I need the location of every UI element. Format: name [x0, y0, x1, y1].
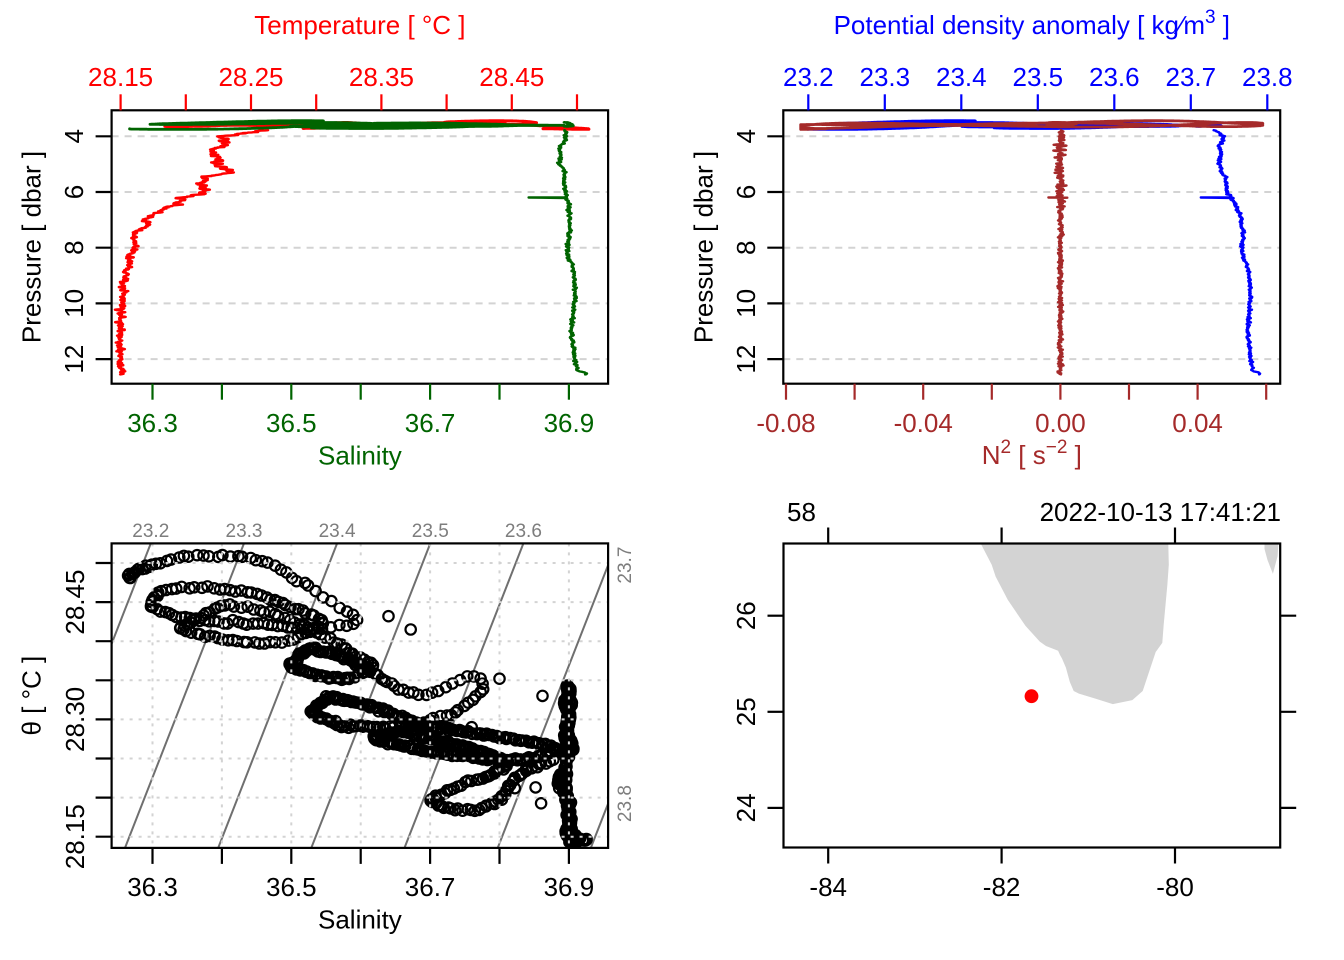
svg-text:36.5: 36.5 — [266, 408, 317, 438]
svg-text:-0.08: -0.08 — [756, 408, 815, 438]
svg-text:23.4: 23.4 — [319, 521, 356, 542]
svg-text:23.5: 23.5 — [1012, 62, 1063, 92]
svg-text:Salinity: Salinity — [318, 905, 402, 935]
svg-text:N2 [ s−2 ]: N2 [ s−2 ] — [982, 437, 1082, 470]
svg-text:23.7: 23.7 — [615, 547, 636, 584]
svg-text:23.2: 23.2 — [132, 521, 169, 542]
svg-text:28.15: 28.15 — [60, 804, 90, 869]
svg-text:6: 6 — [731, 185, 761, 199]
svg-text:26: 26 — [731, 601, 761, 630]
svg-text:θ [ °C ]: θ [ °C ] — [17, 656, 47, 736]
svg-text:23.4: 23.4 — [936, 62, 987, 92]
svg-text:28.25: 28.25 — [218, 62, 283, 92]
svg-text:Temperature [ °C ]: Temperature [ °C ] — [254, 10, 465, 40]
svg-text:28.30: 28.30 — [60, 687, 90, 752]
svg-text:23.5: 23.5 — [412, 521, 449, 542]
svg-text:23.7: 23.7 — [1165, 62, 1216, 92]
svg-text:Pressure [ dbar ]: Pressure [ dbar ] — [688, 151, 718, 343]
svg-text:28.45: 28.45 — [479, 62, 544, 92]
svg-text:4: 4 — [731, 129, 761, 143]
svg-text:36.7: 36.7 — [405, 872, 456, 902]
svg-text:-82: -82 — [983, 872, 1021, 902]
svg-text:4: 4 — [59, 129, 89, 143]
svg-text:36.5: 36.5 — [266, 872, 317, 902]
svg-text:24: 24 — [731, 793, 761, 822]
svg-text:28.45: 28.45 — [60, 570, 90, 635]
svg-text:25: 25 — [731, 697, 761, 726]
svg-text:10: 10 — [59, 289, 89, 318]
svg-text:28.15: 28.15 — [88, 62, 153, 92]
svg-text:-0.04: -0.04 — [894, 408, 953, 438]
svg-text:28.35: 28.35 — [349, 62, 414, 92]
svg-text:-80: -80 — [1156, 872, 1194, 902]
svg-text:0.04: 0.04 — [1172, 408, 1223, 438]
svg-text:12: 12 — [731, 345, 761, 374]
svg-text:23.3: 23.3 — [859, 62, 910, 92]
svg-text:2022-10-13 17:41:21: 2022-10-13 17:41:21 — [1040, 497, 1281, 527]
svg-text:8: 8 — [731, 240, 761, 254]
svg-text:6: 6 — [59, 185, 89, 199]
svg-text:36.9: 36.9 — [544, 872, 595, 902]
svg-text:Salinity: Salinity — [318, 441, 402, 471]
svg-text:23.6: 23.6 — [1089, 62, 1140, 92]
svg-text:36.7: 36.7 — [405, 408, 456, 438]
svg-text:36.9: 36.9 — [544, 408, 595, 438]
svg-text:23.8: 23.8 — [1242, 62, 1293, 92]
svg-text:Potential density anomaly [ kg: Potential density anomaly [ kg∕m3 ] — [834, 7, 1230, 40]
svg-text:36.3: 36.3 — [127, 872, 178, 902]
svg-text:23.3: 23.3 — [226, 521, 263, 542]
svg-text:Pressure [ dbar ]: Pressure [ dbar ] — [17, 151, 47, 343]
svg-text:36.3: 36.3 — [127, 408, 178, 438]
svg-text:23.2: 23.2 — [783, 62, 834, 92]
svg-text:23.8: 23.8 — [615, 785, 636, 822]
svg-text:-84: -84 — [809, 872, 847, 902]
svg-text:10: 10 — [731, 289, 761, 318]
svg-text:0.00: 0.00 — [1035, 408, 1086, 438]
svg-text:8: 8 — [59, 240, 89, 254]
svg-text:23.6: 23.6 — [505, 521, 542, 542]
svg-text:58: 58 — [787, 497, 816, 527]
svg-text:12: 12 — [59, 345, 89, 374]
